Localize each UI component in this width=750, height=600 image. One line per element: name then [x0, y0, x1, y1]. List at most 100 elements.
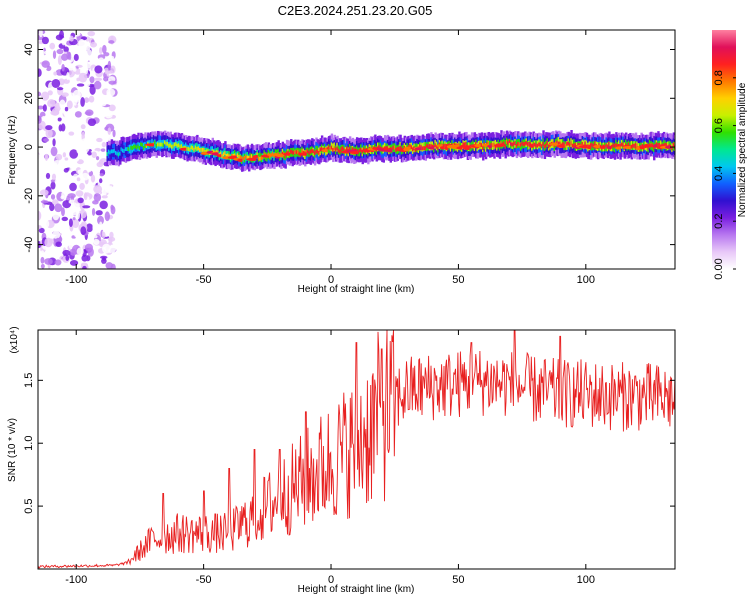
spectrogram-ridge-cell — [190, 145, 193, 150]
spectrogram-noise-cell — [94, 77, 103, 82]
spectrogram-ridge-cell — [134, 144, 137, 149]
spectrogram-ridge-cell — [107, 149, 111, 154]
spectrogram-ridge-cell — [138, 145, 142, 150]
spectrogram-ridge-cell — [613, 143, 617, 148]
spectrogram-ridge-cell — [332, 148, 335, 152]
spectrogram-noise-cell — [92, 223, 97, 233]
spectrogram-ridge-cell — [351, 147, 355, 152]
spectrogram-noise-cell — [69, 35, 74, 42]
spectrogram-ridge-cell — [205, 149, 209, 154]
spectrogram-noise-cell — [82, 265, 87, 269]
snr-marks — [37, 329, 676, 569]
spectrogram-ridge-cell — [619, 143, 622, 148]
spectrogram-ridge-cell — [584, 141, 587, 146]
spectrogram-noise-cell — [48, 140, 53, 145]
spectrogram-noise-cell — [61, 207, 65, 217]
spectrogram-ridge-cell — [647, 145, 650, 150]
spectrogram-ridge-cell — [444, 143, 447, 148]
spectrogram-noise-cell — [104, 211, 110, 222]
spectrogram-ridge-cell — [228, 154, 231, 159]
spectrogram-ridge-cell — [545, 143, 548, 148]
spectrogram-ridge-cell — [312, 149, 315, 154]
spectrogram-ridge-cell — [337, 148, 341, 153]
colorbar-tick-label: 0.6 — [713, 118, 725, 133]
spectrogram-ridge-cell — [421, 146, 425, 151]
spectrogram-ridge-cell — [655, 142, 659, 147]
spectrogram-ridge-cell — [200, 147, 203, 152]
spectrogram-noise-cell — [61, 53, 69, 61]
spectrogram-ridge-cell — [159, 142, 163, 147]
spectrogram-ridge-cell — [519, 142, 523, 147]
spectrogram-noise-cell — [87, 118, 97, 127]
spectrogram-noise-cell — [60, 123, 66, 132]
spectrogram-ridge-cell — [250, 154, 254, 159]
spectrogram-ridge-cell — [634, 142, 638, 147]
spectrogram-ridge-cell — [546, 141, 549, 145]
snr-x-tick-label: -100 — [65, 574, 87, 586]
spectrogram-ridge-cell — [435, 144, 439, 149]
spectrogram-noise-cell — [72, 66, 77, 72]
spectrogram-ridge-cell — [120, 147, 123, 152]
spectrogram-noise-cell — [69, 175, 75, 180]
spectrogram-noise-cell — [40, 200, 49, 204]
spectrogram-noise-cell — [50, 62, 56, 67]
spectrogram-noise-cell — [50, 194, 56, 200]
spectrogram-ridge-cell — [269, 154, 272, 159]
spectrogram-y-tick-label: 20 — [23, 92, 35, 104]
spectrogram-ridge-cell — [260, 155, 264, 160]
spectrogram-ridge-cell — [500, 141, 503, 145]
spectrogram-noise-cell — [44, 153, 49, 161]
spectrogram-noise-cell — [83, 97, 90, 103]
spectrogram-ridge-cell — [510, 141, 513, 146]
spectrogram-ridge-cell — [494, 144, 498, 149]
spectrogram-noise-cell — [69, 149, 79, 159]
figure-title: C2E3.2024.251.23.20.G05 — [278, 3, 433, 18]
spectrogram-noise-cell — [107, 127, 112, 135]
spectrogram-ridge-cell — [189, 147, 192, 152]
spectrogram-ridge-cell — [124, 147, 128, 152]
spectrogram-ridge-cell — [131, 146, 135, 150]
spectrogram-ridge-cell — [414, 148, 418, 153]
spectrogram-ridge-cell — [114, 150, 118, 155]
spectrogram-noise-cell — [81, 143, 90, 153]
spectrogram-noise-cell — [53, 75, 59, 79]
spectrogram-ridge-cell — [620, 142, 624, 147]
spectrogram-ridge-cell — [665, 143, 669, 148]
spectrogram-y-tick-label: -40 — [23, 237, 35, 253]
spectrogram-ridge-cell — [594, 141, 597, 146]
spectrogram-noise-cell — [91, 207, 96, 216]
spectrogram-ridge-cell — [511, 142, 514, 147]
spectrogram-ridge-cell — [430, 144, 433, 149]
spectrogram-noise-cell — [38, 139, 43, 144]
spectrogram-ridge-cell — [170, 144, 174, 149]
spectrogram-x-tick-label: 0 — [328, 274, 334, 286]
spectrogram-noise-cell — [106, 198, 111, 203]
spectrogram-y-tick-label: -20 — [23, 188, 35, 204]
spectrogram-ridge-cell — [107, 149, 111, 159]
spectrogram-noise-cell — [102, 256, 106, 261]
spectrogram-noise-cell — [68, 218, 73, 228]
spectrogram-noise-cell — [90, 104, 94, 109]
spectrogram-noise-cell — [77, 197, 84, 204]
spectrogram-ridge-cell — [515, 143, 519, 148]
spectrogram-noise-cell — [68, 239, 75, 250]
spectrogram-ridge-cell — [169, 143, 172, 148]
spectrogram-ridge-cell — [542, 141, 545, 146]
spectrogram-noise-cell — [49, 42, 56, 50]
spectrogram-ridge-cell — [339, 149, 342, 154]
spectrogram-x-tick-label: 100 — [577, 274, 595, 286]
spectrogram-ridge-cell — [245, 154, 248, 159]
spectrogram-ridge-cell — [361, 149, 364, 154]
spectrogram-ridge-cell — [308, 150, 311, 155]
spectrogram-ridge-cell — [358, 148, 362, 153]
spectrogram-ridge-cell — [657, 143, 660, 147]
spectrogram-noise-cell — [41, 36, 49, 45]
spectrogram-ridge-cell — [508, 139, 512, 144]
spectrogram-noise-cell — [38, 30, 43, 38]
spectrogram-noise-cell — [89, 84, 96, 95]
spectrogram-noise-cell — [99, 36, 104, 43]
spectrogram-ridge-cell — [163, 140, 167, 145]
spectrogram-ridge-cell — [330, 145, 334, 150]
spectrogram-noise-cell — [62, 227, 70, 237]
spectrogram-noise-cell — [102, 44, 107, 54]
